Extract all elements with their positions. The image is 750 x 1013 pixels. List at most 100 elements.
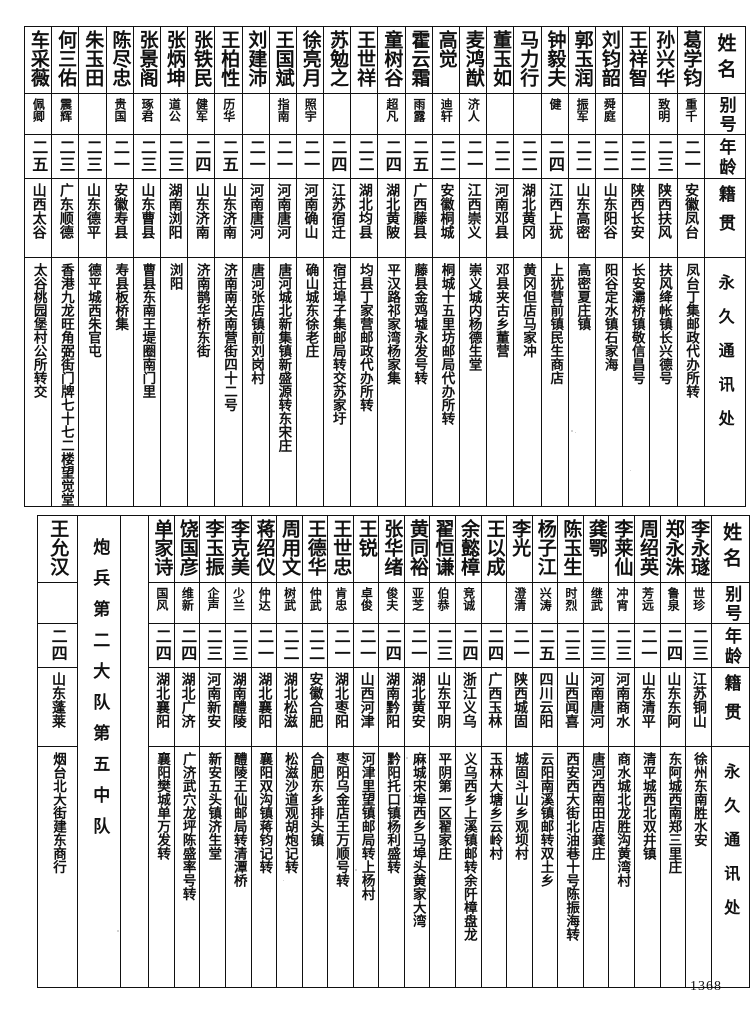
- cell-text-address: 长安灞桥镇敬信昌号: [628, 263, 645, 385]
- roster-cell-address: 合肥东乡排头镇: [301, 746, 329, 988]
- roster-row-age: 二四 二四 二四 二三 二三 二一 二二 二二 二一 二一 二四 二一 二三 二四 二四 二一 二五 二三 二三 二三…: [37, 623, 750, 668]
- roster-row-native: 山西太谷 广东顺德 山东德平 安徽寿县 山东曹县 湖南浏阳 山东济南 山东济南 河南唐河 河南唐河…: [23, 178, 746, 258]
- roster-cell-age: 二一: [676, 134, 705, 179]
- roster-cell-native: 河南邓县: [486, 178, 515, 258]
- roster-cell-alias: 维新: [173, 582, 201, 624]
- cell-text-age: 二二: [306, 628, 326, 662]
- cell-text-name: 何三佑: [55, 30, 78, 87]
- roster-cell-native: 河南唐河: [268, 178, 297, 258]
- roster-cell-native: 安徽凤台: [676, 178, 705, 258]
- roster-cell-address: 浏阳: [159, 257, 189, 507]
- cell-text-native: 湖北黄安: [409, 672, 426, 728]
- cell-text-age: 二二: [600, 139, 620, 173]
- cell-text-native: 河南唐河: [588, 672, 605, 728]
- cell-text-address: 曹县东南王堤圈南门里: [139, 263, 156, 398]
- roster-cell-address: 徐州东南胜水安: [685, 746, 712, 988]
- roster-row-native: 山东蓬莱 湖北襄阳 湖北广济 河南新安 湖南醴陵 湖北襄阳 湖北松滋 安徽合肥 湖北枣阳 山西河津…: [37, 667, 750, 747]
- cell-text-address: 宿迁埠子集邮局转交苏家圩: [329, 263, 346, 425]
- roster-cell-native: 湖北黄陂: [377, 178, 406, 258]
- cell-text-address: 平阴第一区翟家庄: [435, 752, 452, 860]
- roster-cell-alias: [323, 93, 352, 135]
- roster-cell-alias: 世珍: [685, 582, 712, 624]
- roster-cell-alias: [241, 93, 270, 135]
- cell-text-native: 安徽桐城: [438, 183, 455, 239]
- cell-text-address: 黔阳托口镇杨利盛转: [384, 752, 401, 874]
- roster-cell-age: 二三: [582, 623, 610, 668]
- cell-text-name: 徐亮月: [299, 30, 322, 87]
- cell-text-address: 寿县板桥集: [112, 263, 129, 331]
- scan-speckle: [355, 869, 357, 871]
- roster-row-name: 王允汉 炮兵第二大队第五中队 单家诗 饶国彦 李玉振 李克美 蒋绍仪 周用文 王德华 王世忠 王锐张…: [37, 515, 750, 988]
- row-header-label-address: 永久通讯处: [715, 274, 735, 444]
- cell-text-native: 湖南醴陵: [230, 672, 247, 728]
- roster-cell-native: 湖北广济: [173, 667, 201, 747]
- cell-text-alias: 树武: [282, 587, 297, 611]
- roster-cell-alias: 历华: [214, 93, 243, 135]
- roster-cell-address: 河津里望镇邮局转上杨村: [352, 746, 380, 988]
- roster-cell-address: 新安五头镇济生堂: [199, 746, 226, 988]
- cell-text-native: 四川云阳: [537, 672, 554, 728]
- roster-cell-alias: 俊夫: [378, 582, 405, 624]
- cell-text-native: 安徽凤台: [683, 183, 700, 239]
- roster-cell-address: 太谷桃园堡村公所转交: [23, 257, 53, 507]
- cell-text-name: 王德华: [304, 519, 327, 576]
- cell-text-address: 桐城十五里坊邮局代办所转: [438, 263, 455, 425]
- cell-text-name: 马力行: [517, 30, 540, 87]
- roster-row-address: 烟台北大街建东商行 襄阳樊城单万发转 广济武穴龙坪陈盛率号转 新安五头镇济生堂 醴陵王仙…: [37, 746, 750, 988]
- cell-text-native: 广西藤县: [411, 183, 428, 239]
- roster-cell-address: 高密夏庄镇: [567, 257, 596, 507]
- roster-cell-native: 山西河津: [352, 667, 380, 747]
- cell-text-address: 玉林大塘乡云岭村: [486, 752, 503, 860]
- cell-text-name: 蒋绍仪: [253, 519, 276, 576]
- roster-cell-native: 江西崇义: [458, 178, 488, 258]
- roster-cell-name: 刘建沛: [241, 26, 270, 94]
- roster-cell-native: 山西闻喜: [557, 667, 584, 747]
- roster-cell-alias: 重千: [676, 93, 705, 135]
- row-header-label-alias: 别号: [721, 585, 742, 623]
- roster-cell-name: 郭玉润: [567, 26, 596, 94]
- roster-cell-age: 二二: [350, 134, 379, 179]
- roster-cell-alias: 道公: [159, 93, 189, 135]
- cell-text-native: 河南商水: [614, 672, 631, 728]
- roster-cell-alias: 卓俊: [352, 582, 380, 624]
- row-header-label-alias: 别号: [715, 96, 736, 134]
- roster-cell-address: 唐河城北新集镇新盛源转东宋庄: [268, 257, 297, 507]
- cell-text-native: 江苏宿迁: [329, 183, 346, 239]
- cell-text-age: 二三: [203, 628, 223, 662]
- cell-text-name: 董玉如: [490, 30, 513, 87]
- roster-cell-alias: 致明: [649, 93, 678, 135]
- roster-cell-age: 二三: [429, 623, 457, 668]
- roster-cell-native: 山东平阴: [429, 667, 457, 747]
- row-header-name: 姓名: [703, 26, 746, 94]
- roster-cell-native: 湖北均县: [350, 178, 379, 258]
- roster-cell-alias: 澄清: [506, 582, 533, 624]
- cell-text-alias: 伯恭: [436, 587, 451, 611]
- roster-cell-alias: [622, 93, 651, 135]
- row-header-alias: 别号: [710, 582, 750, 624]
- roster-cell-name: 王世祥: [350, 26, 379, 94]
- roster-cell-alias: 佩卿: [23, 93, 53, 135]
- cell-text-address: 确山城东徐老庄: [302, 263, 319, 358]
- cell-text-alias: 国风: [154, 587, 169, 611]
- cell-text-age: 二一: [357, 628, 377, 662]
- cell-text-alias: 舜庭: [602, 98, 617, 122]
- cell-text-age: 二三: [561, 628, 581, 662]
- roster-cell-age: 二三: [51, 134, 80, 179]
- roster-cell-alias: [37, 582, 78, 624]
- cell-text-native: 湖北黄陂: [384, 183, 401, 239]
- roster-cell-age: 二一: [241, 134, 270, 179]
- cell-text-address: 清平城西北双井镇: [639, 752, 656, 860]
- cell-text-name: 杨子江: [534, 519, 557, 576]
- cell-text-alias: 震辉: [58, 98, 73, 122]
- roster-cell-name: 张华绪: [378, 515, 405, 583]
- cell-text-alias: 重千: [683, 98, 698, 122]
- roster-cell-age: 二一: [458, 134, 488, 179]
- row-header-name: 姓名: [710, 515, 750, 583]
- cell-text-alias: 贵国: [112, 98, 127, 122]
- roster-cell-native: 河南确山: [295, 178, 325, 258]
- roster-cell-native: 山东阳谷: [594, 178, 624, 258]
- roster-cell-age: 二四: [323, 134, 352, 179]
- roster-cell-age: 二三: [649, 134, 678, 179]
- roster-cell-native: 安徽合肥: [301, 667, 329, 747]
- cell-text-age: 二一: [331, 628, 351, 662]
